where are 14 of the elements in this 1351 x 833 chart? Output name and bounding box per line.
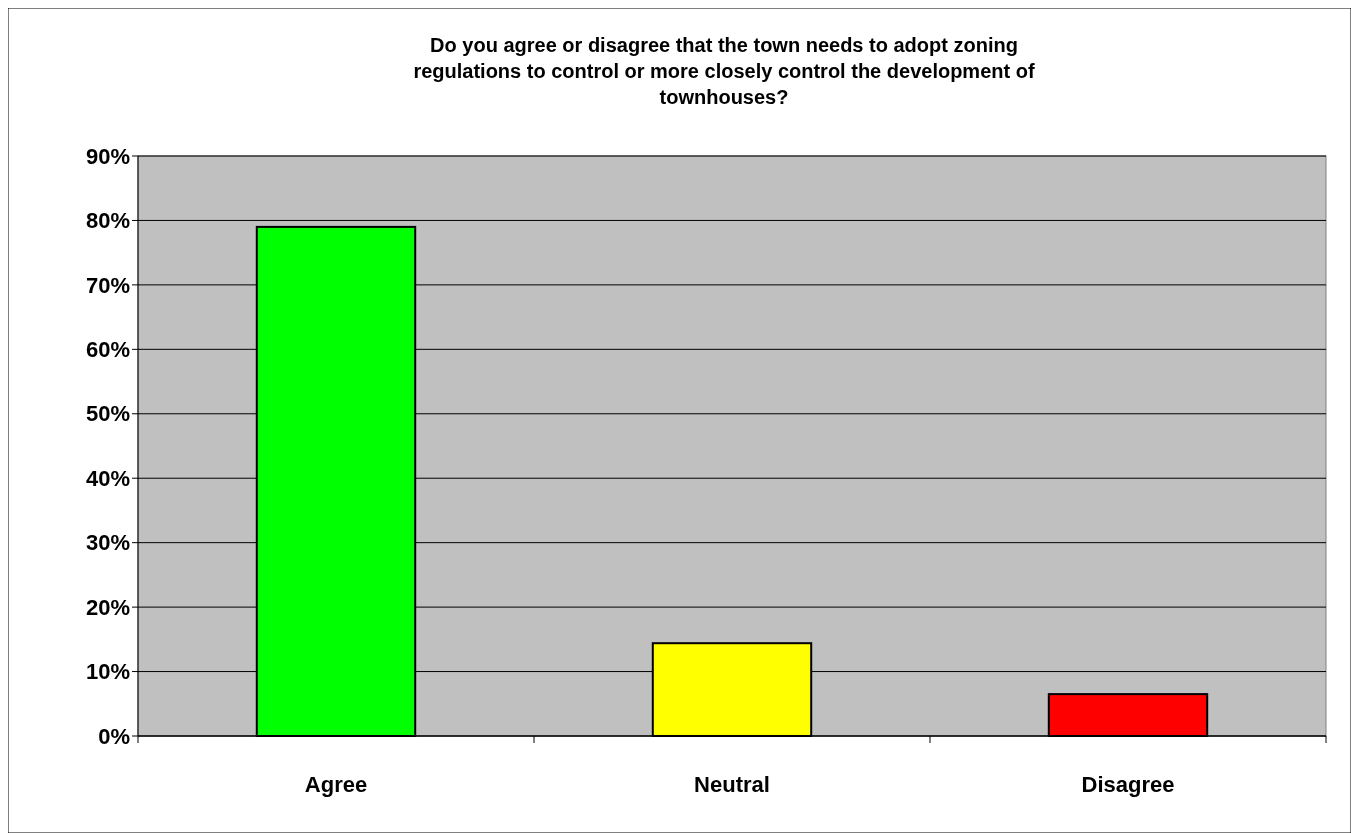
chart-title: Do you agree or disagree that the town needs to adopt zoning regulations to control or more closely control the development of townhouses? <box>413 34 1035 108</box>
y-tick-label: 10% <box>85 659 130 685</box>
y-tick-label: 40% <box>85 465 130 491</box>
y-tick-label: 0% <box>98 723 130 749</box>
y-tick-label: 30% <box>85 530 130 556</box>
y-tick-label: 80% <box>85 208 130 234</box>
x-tick-label: Neutral <box>694 772 770 797</box>
y-tick-label: 90% <box>85 143 130 169</box>
y-tick-label: 60% <box>85 337 130 363</box>
x-tick-label: Disagree <box>1081 772 1175 797</box>
y-tick-label: 20% <box>85 594 130 620</box>
y-tick-label: 50% <box>85 401 130 427</box>
x-tick-label: Agree <box>304 772 368 797</box>
y-tick-label: 70% <box>85 272 130 298</box>
